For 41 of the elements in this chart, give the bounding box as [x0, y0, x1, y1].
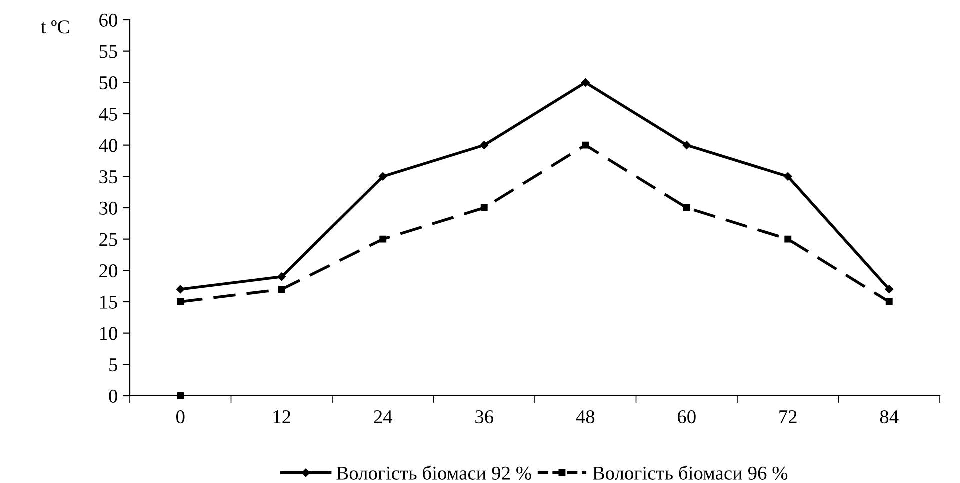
point: [176, 285, 185, 294]
point: [885, 285, 894, 294]
x-tick-label: 72: [780, 410, 797, 424]
point: [380, 236, 387, 243]
legend-label: Вологість біомаси 96 %: [592, 466, 788, 480]
point: [682, 141, 692, 150]
legend-label: Вологість біомаси 92 %: [336, 466, 532, 480]
point: [177, 298, 184, 306]
x-tick-label: 12: [274, 410, 291, 424]
x-tick-label: 24: [374, 410, 393, 424]
point: [581, 78, 590, 87]
y-tick-label: 45: [99, 108, 118, 121]
point: [278, 286, 286, 293]
y-tick-label: 55: [100, 45, 118, 58]
x-tick-label: 0: [176, 410, 185, 424]
point: [784, 172, 792, 181]
point: [683, 204, 690, 212]
point: [278, 272, 286, 282]
y-tick-label: 30: [100, 202, 118, 215]
point: [886, 298, 893, 306]
y-tick-label: 20: [100, 264, 118, 278]
y-tick-label: 50: [100, 76, 118, 90]
y-tick-label: 60: [100, 14, 118, 27]
y-tick-label: 5: [110, 358, 118, 372]
x-tick-label: 84: [880, 410, 899, 424]
point: [378, 172, 388, 181]
x-tick-label: 60: [678, 410, 696, 424]
x-tick-label: 48: [576, 410, 595, 424]
y-tick-label: 10: [100, 327, 118, 340]
point: [582, 142, 590, 149]
y-axis-title: t ºC: [41, 20, 70, 34]
x-tick-label: 36: [476, 410, 494, 424]
y-tick-label: 0: [109, 390, 118, 403]
y-tick-label: 25: [100, 233, 118, 246]
point: [177, 392, 184, 400]
point: [480, 141, 489, 150]
y-tick-label: 35: [100, 170, 118, 184]
point: [480, 204, 488, 212]
y-tick-label: 40: [99, 139, 118, 152]
point: [784, 236, 792, 243]
y-tick-label: 15: [100, 296, 118, 309]
